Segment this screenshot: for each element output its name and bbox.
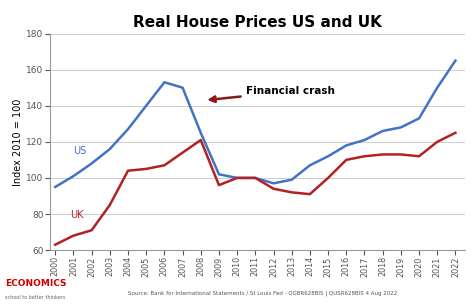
Text: school to better thinkers: school to better thinkers	[5, 295, 65, 300]
Title: Real House Prices US and UK: Real House Prices US and UK	[133, 15, 382, 30]
Text: Financial crash: Financial crash	[210, 86, 335, 102]
Text: US: US	[73, 146, 87, 156]
Text: UK: UK	[70, 210, 83, 220]
Text: •HELP: •HELP	[69, 282, 96, 291]
Y-axis label: Index 2010 = 100: Index 2010 = 100	[13, 98, 24, 185]
Text: ECONOMICS: ECONOMICS	[5, 279, 66, 288]
Text: Source: Bank for International Statements / St Louis Fed - QGBR628BIS | QUSR628B: Source: Bank for International Statement…	[128, 290, 397, 296]
